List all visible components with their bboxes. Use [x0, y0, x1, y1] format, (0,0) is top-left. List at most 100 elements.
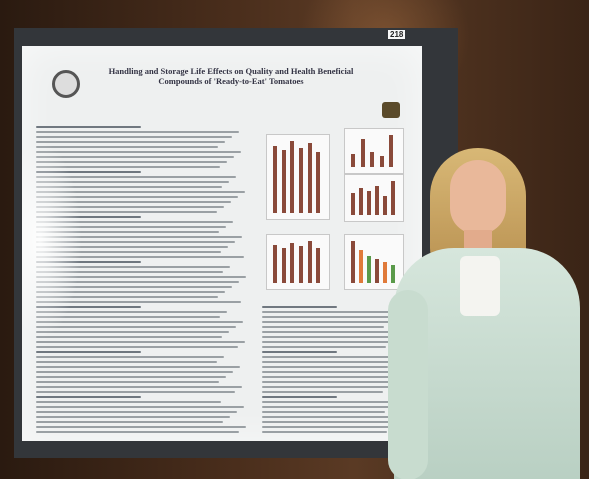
- poster-text-line: [262, 336, 400, 338]
- poster-text-line: [36, 276, 246, 278]
- poster-text-line: [36, 416, 230, 418]
- chart-bar: [383, 262, 387, 283]
- poster-text-line: [36, 426, 246, 428]
- poster-text-line: [36, 181, 229, 183]
- poster-text-line: [36, 271, 223, 273]
- poster-text-line: [262, 406, 392, 408]
- poster-text-line: [262, 411, 385, 413]
- poster-text-line: [36, 301, 241, 303]
- poster-title: Handling and Storage Life Effects on Qua…: [86, 66, 376, 86]
- university-seal-icon: [52, 70, 80, 98]
- chart-1: [266, 134, 330, 220]
- chart-bar: [391, 265, 395, 283]
- chart-bar: [351, 193, 355, 215]
- poster-text-line: [36, 161, 227, 163]
- poster-text-line: [262, 311, 405, 313]
- poster-text-line: [36, 396, 141, 398]
- poster-text-line: [262, 326, 384, 328]
- chart-bar: [307, 143, 312, 213]
- poster-text-line: [36, 211, 217, 213]
- poster-text-line: [36, 291, 225, 293]
- poster-text-line: [36, 126, 141, 128]
- poster-text-line: [36, 261, 141, 263]
- poster-text-line: [262, 341, 393, 343]
- poster-text-line: [36, 366, 240, 368]
- poster-text-line: [36, 281, 239, 283]
- presenter-arm: [388, 290, 428, 479]
- chart-bar: [383, 195, 387, 215]
- poster-text-line: [36, 256, 244, 258]
- poster-text-line: [36, 406, 244, 408]
- poster-text-line: [36, 421, 223, 423]
- poster-text-line: [262, 396, 337, 398]
- poster-text-line: [36, 371, 233, 373]
- chart-bar: [316, 152, 321, 213]
- chart-bar: [367, 256, 371, 283]
- chart-4: [266, 234, 330, 290]
- poster-text-line: [36, 306, 141, 308]
- poster-text-line: [36, 411, 237, 413]
- poster-text-line: [262, 381, 397, 383]
- poster-text-line: [262, 351, 337, 353]
- chart-bar: [299, 147, 303, 213]
- poster-text-line: [36, 321, 243, 323]
- poster-text-line: [36, 151, 241, 153]
- poster-text-line: [36, 231, 219, 233]
- poster-text-line: [36, 316, 220, 318]
- chart-bar: [367, 190, 371, 215]
- chart-bar: [359, 188, 363, 215]
- poster-text-line: [36, 226, 226, 228]
- chart-bar: [273, 145, 277, 213]
- poster-text-line: [36, 196, 238, 198]
- poster-title-line-1: Handling and Storage Life Effects on Qua…: [108, 66, 354, 76]
- poster-text-line: [262, 386, 390, 388]
- poster-text-line: [36, 361, 217, 363]
- chart-bar: [351, 154, 355, 167]
- poster-text-line: [36, 186, 222, 188]
- poster-text-line: [262, 421, 401, 423]
- poster-text-line: [36, 331, 229, 333]
- poster-text-line: [262, 391, 383, 393]
- poster-text-line: [36, 206, 224, 208]
- chart-bar: [379, 156, 384, 167]
- poster-text-line: [36, 351, 141, 353]
- chart-bar: [290, 242, 295, 283]
- chart-bar: [281, 150, 286, 213]
- poster-text-line: [36, 131, 239, 133]
- poster-text-line: [262, 431, 387, 433]
- poster-text-line: [262, 361, 395, 363]
- department-logo-icon: [382, 102, 400, 118]
- poster-text-line: [36, 156, 234, 158]
- chart-bar: [360, 139, 365, 167]
- poster-text-line: [262, 376, 404, 378]
- poster-text-line: [262, 416, 408, 418]
- poster-text-line: [262, 356, 402, 358]
- chart-bar: [316, 248, 321, 283]
- poster-text-line: [36, 341, 245, 343]
- poster-text-line: [262, 366, 388, 368]
- chart-bar: [391, 181, 395, 215]
- poster-text-line: [36, 356, 224, 358]
- poster-text-line: [262, 321, 391, 323]
- poster-text-line: [36, 141, 225, 143]
- board-number: 218: [388, 30, 406, 39]
- poster-text-line: [36, 171, 141, 173]
- poster-text-line: [36, 311, 227, 313]
- poster-text-line: [36, 221, 233, 223]
- poster-text-line: [262, 316, 398, 318]
- chart-bar: [375, 185, 379, 215]
- poster-text-line: [262, 306, 337, 308]
- poster-text-line: [36, 296, 218, 298]
- presenter: [388, 140, 589, 479]
- poster-text-line: [36, 166, 220, 168]
- poster-text-line: [262, 331, 407, 333]
- chart-bar: [273, 244, 277, 283]
- presenter-face: [450, 160, 506, 234]
- poster-text-line: [36, 241, 235, 243]
- poster-text-line: [36, 381, 219, 383]
- chart-2: [344, 128, 404, 174]
- chart-5: [344, 234, 404, 290]
- flash-glare: [22, 140, 82, 340]
- chart-bar: [359, 250, 363, 283]
